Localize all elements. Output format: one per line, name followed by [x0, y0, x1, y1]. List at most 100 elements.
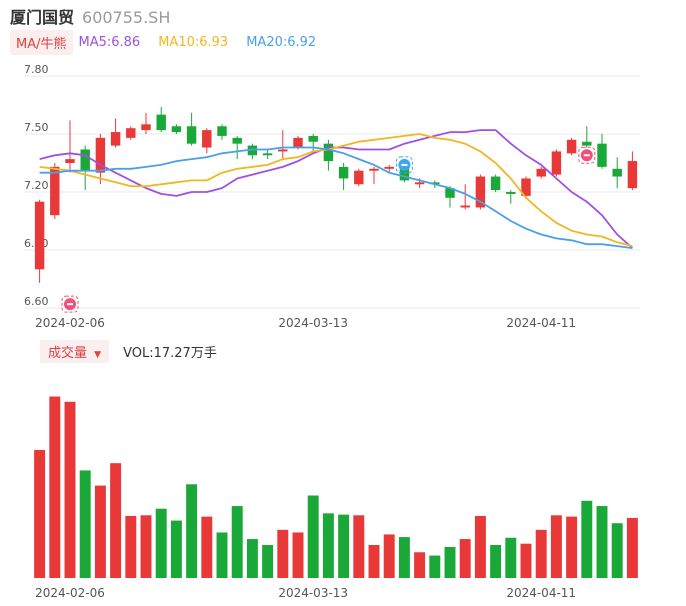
volume-bar — [322, 513, 334, 578]
stock-code: 600755.SH — [82, 8, 171, 27]
volume-bar — [140, 515, 152, 578]
volume-bar — [368, 545, 380, 578]
volume-bar — [581, 500, 593, 578]
volume-date-label: 2024-04-11 — [506, 586, 576, 600]
candle-body — [323, 143, 334, 162]
volume-bar — [201, 516, 213, 578]
candlestick — [186, 112, 197, 146]
volume-date-label: 2024-02-06 — [35, 586, 105, 600]
volume-bar — [490, 545, 502, 578]
candlestick-series — [34, 106, 638, 283]
price-date-axis: 2024-02-06 2024-03-13 2024-04-11 — [35, 316, 576, 330]
volume-bar — [170, 520, 182, 578]
ma-legend: MA/牛熊 MA5:6.86 MA10:6.93 MA20:6.92 — [10, 29, 334, 55]
candlestick — [475, 174, 486, 210]
candle-body — [612, 168, 622, 177]
ma-indicator-selector[interactable]: MA/牛熊 — [10, 29, 73, 55]
candle-body — [308, 135, 318, 142]
bear-signal-icon[interactable] — [395, 156, 413, 174]
candle-body — [384, 166, 394, 169]
candle-body — [126, 128, 136, 138]
price-date-label: 2024-03-13 — [278, 316, 348, 330]
price-tick-label: 6.60 — [24, 295, 49, 308]
candle-body — [186, 126, 197, 144]
volume-bar — [566, 516, 578, 578]
volume-bar — [429, 555, 441, 578]
volume-bar — [246, 539, 258, 578]
ma10-label: MA10:6.93 — [158, 34, 229, 50]
price-grid — [24, 75, 640, 309]
chevron-down-icon: ▼ — [94, 349, 102, 360]
candle-body — [232, 137, 242, 144]
candlestick — [156, 106, 166, 133]
ma10-line — [39, 133, 633, 247]
volume-bar — [626, 517, 638, 578]
volume-bar — [186, 484, 198, 578]
candlestick — [217, 124, 227, 140]
volume-bar — [155, 508, 167, 578]
volume-bar — [596, 506, 608, 578]
volume-bar — [474, 515, 486, 578]
candlestick — [34, 199, 45, 283]
volume-bar — [338, 514, 350, 578]
candlestick — [582, 126, 592, 148]
volume-bar — [459, 539, 471, 578]
candle-body — [217, 126, 227, 136]
candle-body — [156, 114, 166, 131]
candle-body — [369, 168, 379, 171]
candlestick — [384, 164, 394, 173]
candle-body — [171, 126, 182, 133]
candle-body — [110, 132, 121, 146]
signal-markers — [61, 146, 596, 313]
volume-bar — [110, 463, 122, 578]
candle-body — [597, 143, 607, 167]
candlestick — [597, 134, 607, 169]
volume-bar — [125, 515, 137, 578]
volume-bar — [277, 529, 289, 578]
candlestick — [65, 120, 75, 173]
volume-bar — [94, 485, 106, 578]
volume-date-axis: 2024-02-06 2024-03-13 2024-04-11 — [35, 586, 576, 600]
candlestick — [323, 139, 334, 171]
price-date-label: 2024-04-11 — [506, 316, 576, 330]
price-tick-label: 7.20 — [24, 179, 49, 192]
candle-body — [566, 139, 577, 154]
candlestick — [460, 184, 470, 210]
stock-name: 厦门国贸 — [10, 8, 75, 27]
candle-body — [536, 168, 546, 177]
candlestick — [445, 186, 455, 208]
candlestick — [110, 118, 121, 148]
volume-bar — [307, 495, 319, 578]
volume-series — [34, 396, 638, 578]
bull-signal-icon[interactable] — [578, 146, 596, 164]
volume-bar — [34, 449, 46, 578]
candle-body — [262, 153, 273, 156]
volume-bar — [262, 545, 274, 578]
candlestick — [551, 149, 562, 177]
volume-bar — [398, 537, 410, 578]
candlestick — [369, 166, 379, 185]
bull-signal-icon[interactable] — [61, 295, 79, 313]
candlestick — [338, 163, 349, 191]
candlestick — [202, 128, 212, 154]
candlestick — [247, 143, 258, 160]
candle-body — [521, 178, 531, 196]
volume-bar — [414, 552, 426, 578]
candlestick — [232, 135, 242, 160]
volume-bar — [353, 515, 365, 578]
ma5-label: MA5:6.86 — [78, 34, 141, 50]
ma20-label: MA20:6.92 — [246, 34, 317, 50]
volume-tag-label: 成交量 — [48, 345, 88, 361]
candle-body — [582, 141, 592, 146]
volume-indicator-selector[interactable]: 成交量 ▼ — [40, 339, 110, 363]
volume-bar — [292, 532, 304, 578]
candlestick — [126, 126, 136, 140]
candlestick — [536, 166, 546, 179]
candlestick — [521, 176, 531, 198]
volume-bar — [444, 546, 456, 578]
volume-bar — [216, 532, 228, 578]
candlestick — [627, 151, 638, 191]
candle-body — [354, 170, 364, 185]
candle-body — [65, 159, 75, 163]
